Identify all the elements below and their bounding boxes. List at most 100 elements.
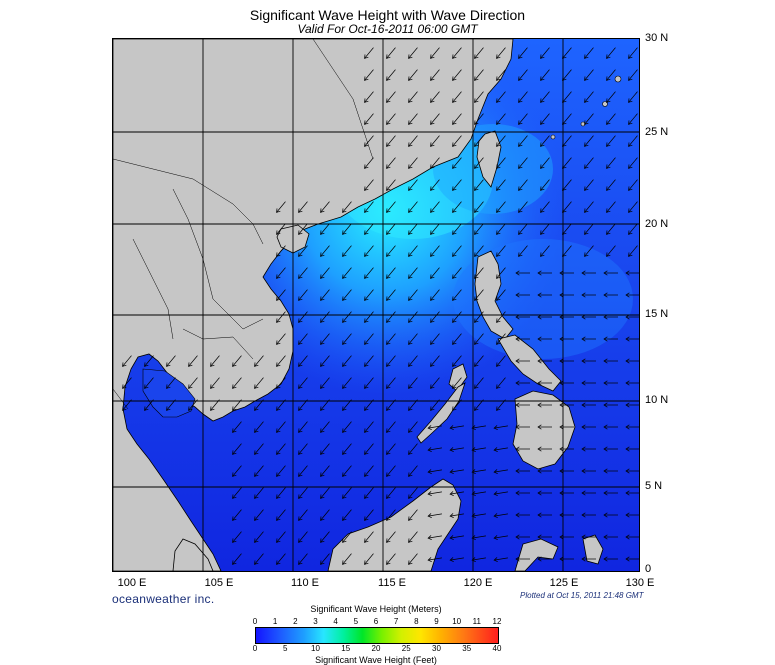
wave-arrow bbox=[472, 535, 486, 539]
wave-arrow-head bbox=[515, 358, 520, 364]
wave-arrow-head bbox=[474, 142, 479, 147]
wave-arrow-head bbox=[342, 538, 347, 543]
wave-arrow bbox=[408, 245, 418, 257]
wave-arrow-head bbox=[449, 513, 454, 519]
wave-arrow bbox=[298, 223, 308, 235]
wave-arrow bbox=[408, 355, 418, 367]
wave-arrow-head bbox=[408, 384, 413, 389]
wave-arrow-head bbox=[625, 424, 630, 430]
lat-lon-grid bbox=[113, 39, 639, 571]
lat-label-25n: 25 N bbox=[645, 126, 669, 138]
wave-arrow bbox=[452, 333, 462, 345]
wave-arrow-head bbox=[628, 230, 633, 235]
wave-arrow-head bbox=[559, 534, 564, 540]
wave-arrow-head bbox=[581, 358, 586, 364]
wave-arrow-head bbox=[276, 340, 281, 345]
wave-arrow-head bbox=[537, 468, 542, 474]
wave-arrow-head bbox=[493, 535, 498, 541]
wave-arrow-head bbox=[232, 560, 237, 565]
wave-arrow-head bbox=[386, 362, 391, 367]
wave-arrow bbox=[320, 311, 330, 323]
wave-arrow bbox=[320, 509, 330, 521]
wave-arrow bbox=[364, 113, 374, 125]
wave-arrow bbox=[298, 377, 308, 389]
wave-arrow-head bbox=[559, 468, 564, 474]
wave-arrow-head bbox=[606, 98, 611, 103]
wave-arrow-head bbox=[430, 76, 435, 81]
brand-text: oceanweather inc. bbox=[112, 592, 215, 606]
wave-arrow bbox=[386, 553, 396, 565]
wave-arrow-head bbox=[320, 560, 325, 565]
wave-arrow bbox=[562, 135, 572, 147]
wave-arrow-head bbox=[408, 428, 413, 433]
wave-arrow bbox=[474, 91, 484, 103]
wave-arrow-head bbox=[232, 406, 237, 411]
lon-label-115e: 115 E bbox=[378, 577, 406, 589]
wave-arrow-head bbox=[276, 538, 281, 543]
wave-arrow-head bbox=[603, 534, 608, 540]
wave-arrow bbox=[408, 465, 418, 477]
wave-arrow-head bbox=[188, 384, 193, 389]
legend-feet-tick: 20 bbox=[371, 644, 381, 653]
legend-title-feet: Significant Wave Height (Feet) bbox=[315, 655, 437, 665]
wave-arrow-head bbox=[427, 469, 432, 475]
legend-meter-tick: 11 bbox=[472, 617, 481, 626]
legend-meter-tick: 12 bbox=[492, 617, 502, 626]
wave-arrow-head bbox=[408, 120, 413, 125]
wave-arrow-head bbox=[386, 208, 391, 213]
wave-arrow-head bbox=[559, 380, 564, 386]
wave-arrow-head bbox=[603, 468, 608, 474]
wave-arrow bbox=[386, 289, 396, 301]
wave-arrow bbox=[298, 487, 308, 499]
wave-arrow bbox=[474, 245, 484, 257]
wave-arrow-head bbox=[606, 142, 611, 147]
wave-arrow-head bbox=[537, 446, 542, 452]
wave-arrow-head bbox=[364, 230, 369, 235]
wave-arrow-head bbox=[276, 230, 281, 235]
wave-arrow bbox=[386, 465, 396, 477]
wave-arrow-head bbox=[603, 336, 608, 342]
wave-arrow bbox=[232, 465, 242, 477]
wave-arrow-head bbox=[628, 54, 633, 59]
wave-arrow-head bbox=[210, 362, 215, 367]
wave-arrow-head bbox=[254, 384, 259, 389]
wave-arrow-head bbox=[320, 428, 325, 433]
wave-arrow bbox=[408, 135, 418, 147]
wave-arrow bbox=[166, 355, 176, 367]
wave-arrow bbox=[276, 201, 286, 213]
wave-arrow-head bbox=[537, 380, 542, 386]
wave-arrow-head bbox=[562, 98, 567, 103]
wave-arrow-head bbox=[518, 252, 523, 257]
wave-arrow-head bbox=[364, 406, 369, 411]
wave-arrow bbox=[386, 91, 396, 103]
wave-arrow-head bbox=[166, 384, 171, 389]
wave-arrow-head bbox=[603, 380, 608, 386]
wave-map bbox=[112, 38, 640, 572]
wave-arrow-head bbox=[320, 362, 325, 367]
wave-arrow bbox=[144, 399, 154, 411]
wave-arrow-head bbox=[496, 208, 501, 213]
wave-arrow bbox=[540, 113, 550, 125]
wave-arrow-head bbox=[408, 362, 413, 367]
wave-arrow bbox=[628, 179, 638, 191]
wave-arrow-head bbox=[386, 406, 391, 411]
wave-arrow-head bbox=[364, 472, 369, 477]
wave-arrow-head bbox=[474, 274, 479, 279]
wave-arrow-head bbox=[408, 76, 413, 81]
wave-arrow bbox=[540, 223, 550, 235]
legend-feet-tick: 30 bbox=[432, 644, 441, 653]
wave-arrow bbox=[494, 425, 508, 429]
wave-arrow-head bbox=[276, 428, 281, 433]
wave-arrow-head bbox=[430, 274, 435, 279]
wave-arrow-head bbox=[408, 142, 413, 147]
wave-arrow-head bbox=[625, 402, 630, 408]
wave-arrow bbox=[562, 113, 572, 125]
wave-arrow bbox=[430, 311, 440, 323]
wave-arrow bbox=[430, 377, 440, 389]
wave-arrow bbox=[496, 157, 506, 169]
wave-arrow-head bbox=[188, 362, 193, 367]
wave-arrow-head bbox=[298, 494, 303, 499]
wave-arrow bbox=[628, 201, 638, 213]
wave-arrow-head bbox=[276, 384, 281, 389]
wave-arrow-head bbox=[276, 406, 281, 411]
